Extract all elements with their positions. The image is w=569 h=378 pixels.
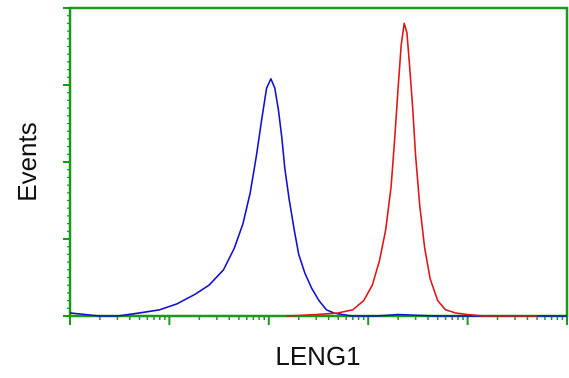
x-axis-label: LENG1 — [275, 341, 360, 371]
plot-frame — [68, 6, 569, 318]
series-line-2 — [286, 22, 538, 317]
y-axis-label: Events — [12, 122, 42, 202]
axis-ticks — [63, 7, 568, 325]
series-layer — [69, 22, 567, 317]
series-line-1 — [69, 78, 567, 317]
